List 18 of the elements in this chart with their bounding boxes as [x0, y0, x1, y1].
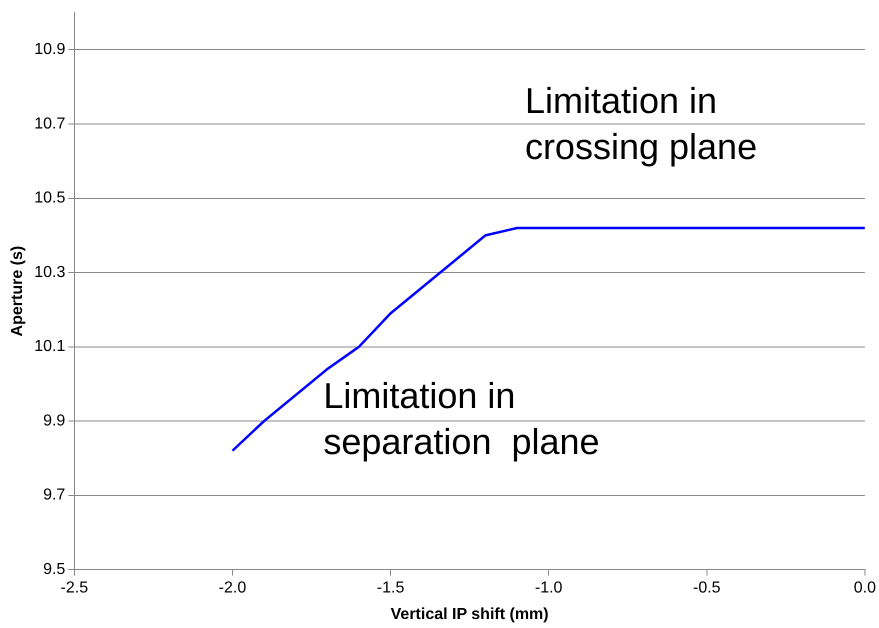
x-tick-label: -2.0	[218, 580, 246, 597]
y-tick-label: 10.9	[34, 41, 66, 58]
x-axis-title: Vertical IP shift (mm)	[390, 606, 549, 623]
y-tick-label: 10.1	[34, 338, 66, 356]
x-tick-label: -1.5	[376, 580, 404, 597]
y-tick-label: 9.9	[43, 412, 66, 430]
x-tick-label: -2.5	[60, 580, 88, 597]
y-tick-label: 9.7	[43, 486, 66, 504]
x-tick-label: -1.0	[534, 580, 563, 597]
y-tick-label: 10.5	[34, 190, 66, 207]
annotation: Limitation in crossing plane	[524, 80, 758, 167]
y-tick-label: 10.3	[34, 264, 66, 281]
y-tick-label: 10.7	[34, 115, 66, 132]
y-tick-label: 9.5	[43, 561, 66, 578]
annotation: Limitation in separation plane	[323, 375, 600, 462]
y-axis-title: Aperture (s)	[9, 246, 26, 336]
x-tick-label: -0.5	[692, 580, 721, 597]
x-tick-label: 0.0	[854, 580, 876, 597]
